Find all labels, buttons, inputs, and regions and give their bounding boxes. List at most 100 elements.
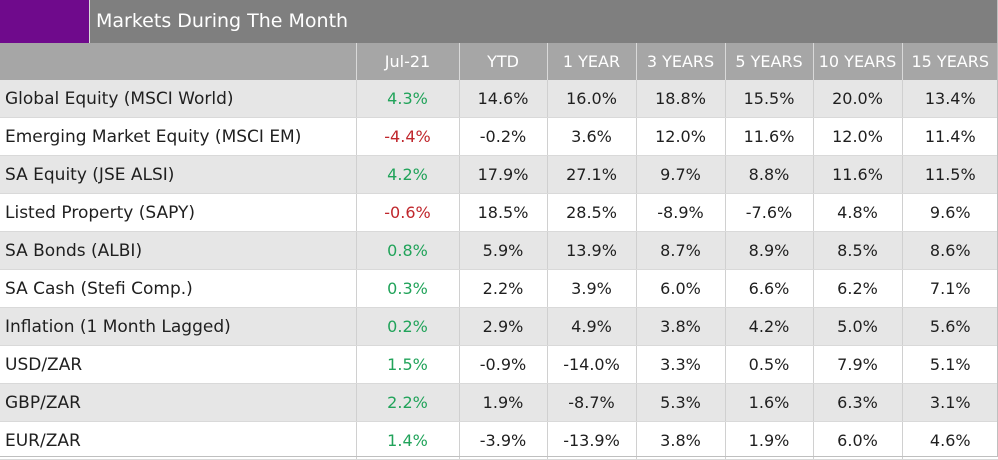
value-cell: 9.6% (901, 193, 998, 232)
row-label: Inflation (1 Month Lagged) (0, 307, 356, 346)
table-row: USD/ZAR 1.5% -0.9% -14.0% 3.3% 0.5% 7.9% 5.1% (0, 345, 998, 384)
value-cell: 4.6% (901, 421, 998, 460)
page-title: Markets During The Month (96, 10, 349, 32)
value-cell: 6.0% (812, 421, 902, 460)
value-cell: 11.6% (724, 117, 813, 156)
header-row: Jul-21 YTD 1 YEAR 3 YEARS 5 YEARS 10 YEARS 15 … (0, 43, 998, 80)
month-return-cell: -0.6% (355, 193, 459, 232)
month-return-cell: -4.4% (355, 117, 459, 156)
value-cell: 3.6% (546, 117, 636, 156)
value-cell: -3.9% (458, 421, 547, 460)
value-cell: 11.6% (812, 155, 902, 194)
row-label: SA Bonds (ALBI) (0, 231, 356, 270)
table-row: GBP/ZAR 2.2% 1.9% -8.7% 5.3% 1.6% 6.3% 3.1% (0, 383, 998, 422)
value-cell: -13.9% (546, 421, 636, 460)
table-body: Global Equity (MSCI World) 4.3% 14.6% 16.0%… (0, 80, 998, 460)
table-row: SA Equity (JSE ALSI) 4.2% 17.9% 27.1% 9.7% 8.… (0, 155, 998, 194)
value-cell: -7.6% (724, 193, 813, 232)
row-label: Emerging Market Equity (MSCI EM) (0, 117, 356, 156)
value-cell: 2.2% (458, 269, 547, 308)
value-cell: 1.9% (458, 383, 547, 422)
value-cell: 8.8% (724, 155, 813, 194)
value-cell: 6.3% (812, 383, 902, 422)
value-cell: 9.7% (635, 155, 725, 194)
value-cell: 14.6% (458, 80, 547, 118)
value-cell: 3.9% (546, 269, 636, 308)
value-cell: 13.4% (901, 80, 998, 118)
row-label: Listed Property (SAPY) (0, 193, 356, 232)
table-row: SA Bonds (ALBI) 0.8% 5.9% 13.9% 8.7% 8.9% 8.5%… (0, 231, 998, 270)
value-cell: 8.9% (724, 231, 813, 270)
value-cell: 3.8% (635, 421, 725, 460)
row-label: SA Cash (Stefi Comp.) (0, 269, 356, 308)
value-cell: 6.2% (812, 269, 902, 308)
month-return-cell: 1.4% (355, 421, 459, 460)
value-cell: 4.8% (812, 193, 902, 232)
value-cell: 8.5% (812, 231, 902, 270)
row-label: USD/ZAR (0, 345, 356, 384)
value-cell: 27.1% (546, 155, 636, 194)
brand-swatch (0, 0, 90, 43)
value-cell: -14.0% (546, 345, 636, 384)
table-row: Global Equity (MSCI World) 4.3% 14.6% 16.0%… (0, 80, 998, 118)
row-label: SA Equity (JSE ALSI) (0, 155, 356, 194)
row-label: GBP/ZAR (0, 383, 356, 422)
value-cell: 18.8% (635, 80, 725, 118)
header-cell: YTD (458, 43, 547, 80)
value-cell: 5.9% (458, 231, 547, 270)
header-cell: 5 YEARS (724, 43, 813, 80)
header-cell: 15 YEARS (901, 43, 998, 80)
value-cell: 8.6% (901, 231, 998, 270)
value-cell: 7.1% (901, 269, 998, 308)
month-return-cell: 1.5% (355, 345, 459, 384)
header-cell: 1 YEAR (546, 43, 636, 80)
value-cell: 0.5% (724, 345, 813, 384)
value-cell: 3.8% (635, 307, 725, 346)
table-row: SA Cash (Stefi Comp.) 0.3% 2.2% 3.9% 6.0% 6.6… (0, 269, 998, 308)
value-cell: 15.5% (724, 80, 813, 118)
value-cell: 11.4% (901, 117, 998, 156)
table-row: Listed Property (SAPY) -0.6% 18.5% 28.5% -8.… (0, 193, 998, 232)
value-cell: 3.3% (635, 345, 725, 384)
month-return-cell: 0.3% (355, 269, 459, 308)
table-row: Emerging Market Equity (MSCI EM) -4.4% -0.… (0, 117, 998, 156)
month-return-cell: 0.2% (355, 307, 459, 346)
month-return-cell: 0.8% (355, 231, 459, 270)
value-cell: 28.5% (546, 193, 636, 232)
table-row: EUR/ZAR 1.4% -3.9% -13.9% 3.8% 1.9% 6.0% 4.6% (0, 421, 998, 460)
value-cell: 5.0% (812, 307, 902, 346)
value-cell: -8.9% (635, 193, 725, 232)
value-cell: -8.7% (546, 383, 636, 422)
value-cell: 3.1% (901, 383, 998, 422)
value-cell: 5.3% (635, 383, 725, 422)
title-bar: Markets During The Month (0, 0, 998, 43)
month-return-cell: 4.2% (355, 155, 459, 194)
row-label: EUR/ZAR (0, 421, 356, 460)
value-cell: 13.9% (546, 231, 636, 270)
header-cell: 10 YEARS (812, 43, 902, 80)
value-cell: 2.9% (458, 307, 547, 346)
value-cell: 4.2% (724, 307, 813, 346)
header-cell: Jul-21 (355, 43, 459, 80)
month-return-cell: 4.3% (355, 80, 459, 118)
value-cell: 7.9% (812, 345, 902, 384)
table-row: Inflation (1 Month Lagged) 0.2% 2.9% 4.9% 3.… (0, 307, 998, 346)
value-cell: 17.9% (458, 155, 547, 194)
row-label: Global Equity (MSCI World) (0, 80, 356, 118)
value-cell: 4.9% (546, 307, 636, 346)
value-cell: 1.6% (724, 383, 813, 422)
value-cell: 6.6% (724, 269, 813, 308)
value-cell: 16.0% (546, 80, 636, 118)
markets-table: Jul-21 YTD 1 YEAR 3 YEARS 5 YEARS 10 YEARS 15 … (0, 43, 998, 460)
value-cell: 20.0% (812, 80, 902, 118)
value-cell: 1.9% (724, 421, 813, 460)
value-cell: 12.0% (635, 117, 725, 156)
month-return-cell: 2.2% (355, 383, 459, 422)
value-cell: 12.0% (812, 117, 902, 156)
value-cell: 8.7% (635, 231, 725, 270)
value-cell: 11.5% (901, 155, 998, 194)
value-cell: -0.2% (458, 117, 547, 156)
value-cell: 6.0% (635, 269, 725, 308)
header-cell-label (0, 43, 356, 80)
